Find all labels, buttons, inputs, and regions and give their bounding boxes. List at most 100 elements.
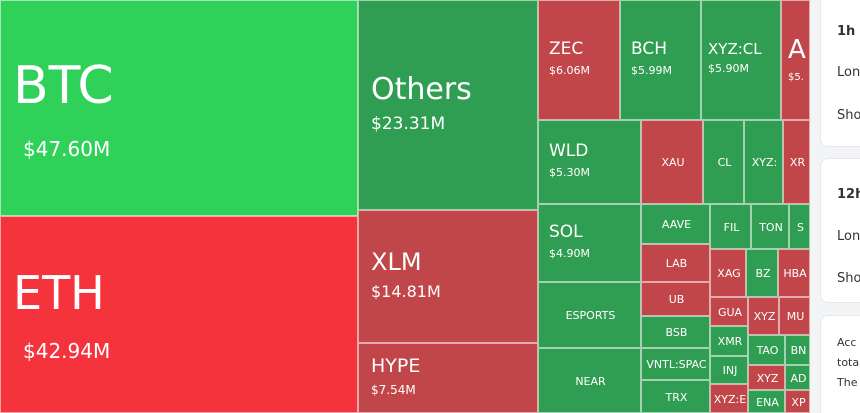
treemap-tile[interactable]: BSB — [641, 316, 710, 348]
treemap-tile[interactable]: CL — [703, 120, 744, 204]
tile-symbol: INJ — [722, 364, 738, 378]
tile-symbol: FIL — [723, 220, 740, 234]
tile-symbol: ZEC — [549, 38, 584, 59]
tile-symbol: SOL — [549, 221, 583, 242]
tile-value: $7.54M — [371, 382, 416, 397]
tile-symbol: XLM — [371, 247, 422, 276]
card-short-label: Sho — [837, 108, 860, 123]
treemap-tile[interactable]: XMR — [710, 326, 748, 356]
tile-symbol: ESPORTS — [565, 309, 616, 323]
treemap-tile[interactable]: XYZ:E — [710, 384, 748, 413]
tile-symbol: XYZ:E — [713, 392, 747, 406]
treemap-tile[interactable]: XYZ — [748, 297, 779, 335]
treemap-tile[interactable]: S — [789, 204, 810, 249]
treemap-tile[interactable]: AD — [785, 365, 810, 390]
tile-symbol: ETH — [13, 265, 105, 320]
tile-value: $4.90M — [549, 246, 590, 260]
tile-symbol: BN — [790, 344, 807, 358]
treemap-tile[interactable]: XP — [785, 390, 810, 413]
treemap-tile[interactable]: HBA — [778, 249, 810, 297]
card-timeframe-12h: 12h — [837, 187, 860, 202]
tile-symbol: TRX — [665, 390, 688, 404]
treemap-tile[interactable]: ESPORTS — [538, 282, 641, 348]
tile-symbol: MU — [786, 310, 805, 324]
treemap-tile[interactable]: SOL $4.90M — [538, 204, 641, 282]
tile-symbol: BZ — [755, 267, 771, 281]
tile-symbol: BCH — [631, 38, 668, 59]
tile-symbol: BTC — [13, 56, 114, 116]
treemap-tile[interactable]: BN — [785, 335, 810, 365]
stats-card-12h[interactable]: 12h Lon Sho — [820, 158, 860, 303]
tile-symbol: XP — [791, 395, 806, 409]
treemap-tile[interactable]: WLD $5.30M — [538, 120, 641, 204]
treemap-tile[interactable]: XR — [783, 120, 810, 204]
tile-symbol: AAVE — [661, 218, 692, 232]
tile-value: $5.30M — [549, 165, 590, 179]
card-long-label: Lon — [837, 65, 860, 80]
tile-symbol: XAU — [661, 156, 685, 170]
treemap-tile[interactable]: HYPE $7.54M — [358, 343, 538, 413]
tile-symbol: NEAR — [575, 374, 606, 388]
tile-symbol: LAB — [665, 257, 688, 271]
tile-value: $42.94M — [23, 339, 111, 363]
treemap-tile[interactable]: ZEC $6.06M — [538, 0, 620, 120]
tile-value: $6.06M — [549, 63, 590, 77]
treemap-tile[interactable]: XLM $14.81M — [358, 210, 538, 343]
tile-value: $5. — [788, 71, 804, 83]
treemap-tile[interactable]: ENA — [748, 390, 785, 413]
tile-symbol: UB — [668, 293, 685, 307]
treemap-tile[interactable]: VNTL:SPAC — [641, 348, 710, 380]
tile-symbol: HBA — [783, 267, 807, 281]
tile-symbol: XAG — [717, 267, 741, 281]
card-short-label: Sho — [837, 271, 860, 286]
tile-symbol: XR — [789, 156, 806, 170]
tile-value: $47.60M — [23, 137, 111, 161]
treemap-tile[interactable]: XYZ — [748, 365, 785, 390]
liquidation-treemap: BTC $47.60M ETH $42.94M Others $23.31M XLM $14.… — [0, 0, 810, 413]
tile-symbol: GUA — [717, 305, 743, 319]
treemap-tile[interactable]: TAO — [748, 335, 785, 365]
treemap-tile[interactable]: TRX — [641, 380, 710, 413]
info-line-3: The — [837, 376, 858, 389]
tile-symbol: XYZ — [756, 371, 779, 385]
tile-symbol: ENA — [756, 395, 779, 409]
treemap-tile[interactable]: LAB — [641, 244, 710, 282]
info-line-2: tota — [837, 356, 860, 369]
tile-value: $5.90M — [708, 62, 749, 76]
tile-symbol: Others — [371, 72, 472, 108]
treemap-tile[interactable]: BZ — [746, 249, 778, 297]
tile-symbol: BSB — [665, 326, 688, 340]
treemap-tile[interactable]: XYZ:CL $5.90M — [701, 0, 781, 120]
treemap-tile[interactable]: BTC $47.60M — [0, 0, 358, 216]
treemap-tile[interactable]: ETH $42.94M — [0, 216, 358, 413]
treemap-tile[interactable]: Others $23.31M — [358, 0, 538, 210]
tile-symbol: TAO — [756, 344, 779, 358]
info-line-1: Acc — [837, 336, 857, 349]
tile-symbol: CL — [717, 156, 732, 170]
tile-symbol: AD — [790, 371, 807, 385]
treemap-tile[interactable]: XYZ: — [744, 120, 783, 204]
info-card: Acc tota The — [820, 315, 860, 413]
tile-symbol: XMR — [717, 335, 743, 349]
tile-symbol: XYZ:CL — [708, 39, 762, 58]
treemap-tile[interactable]: UB — [641, 282, 710, 316]
treemap-tile[interactable]: XAG — [710, 249, 746, 297]
treemap-tile[interactable]: FIL — [710, 204, 751, 249]
treemap-tile[interactable]: BCH $5.99M — [620, 0, 701, 120]
treemap-tile[interactable]: A $5. — [781, 0, 810, 120]
tile-value: $14.81M — [371, 281, 441, 301]
stats-sidebar: 1h Lon Sho 12h Lon Sho Acc tota The — [810, 0, 860, 413]
treemap-tile[interactable]: XAU — [641, 120, 703, 204]
treemap-tile[interactable]: INJ — [710, 356, 748, 384]
treemap-tile[interactable]: GUA — [710, 297, 748, 326]
treemap-tile[interactable]: AAVE — [641, 204, 710, 244]
tile-symbol: TON — [759, 220, 783, 234]
treemap-tile[interactable]: MU — [779, 297, 810, 335]
tile-symbol: A — [788, 35, 806, 65]
treemap-tile[interactable]: NEAR — [538, 348, 641, 413]
tile-symbol: VNTL:SPAC — [646, 358, 707, 372]
card-long-label: Lon — [837, 229, 860, 244]
tile-symbol: HYPE — [371, 354, 421, 377]
stats-card-1h[interactable]: 1h Lon Sho — [820, 0, 860, 147]
treemap-tile[interactable]: TON — [751, 204, 789, 249]
